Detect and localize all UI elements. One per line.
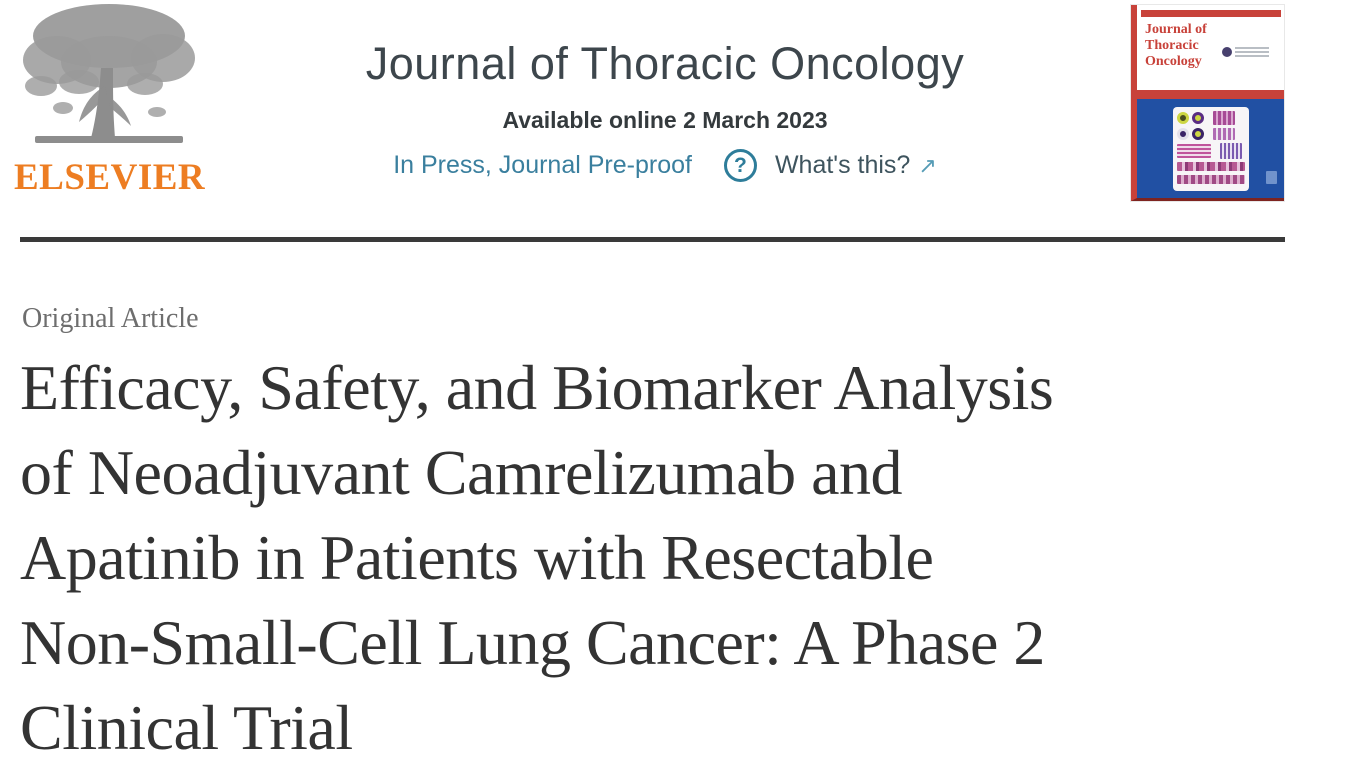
article-title-line: Clinical Trial bbox=[20, 692, 353, 760]
cover-figure-donut bbox=[1177, 112, 1189, 124]
cover-figure-donut bbox=[1192, 112, 1204, 124]
cover-figure-strip bbox=[1177, 162, 1245, 171]
cover-figure-chip bbox=[1220, 143, 1242, 159]
header-divider bbox=[20, 237, 1285, 242]
article-title-line: Non-Small-Cell Lung Cancer: A Phase 2 bbox=[20, 607, 1045, 678]
cover-figure-chip bbox=[1177, 144, 1211, 158]
publisher-logo-block: ELSEVIER bbox=[14, 2, 206, 199]
article-title: Efficacy, Safety, and Biomarker Analysis… bbox=[20, 345, 1330, 760]
elsevier-wordmark: ELSEVIER bbox=[14, 157, 206, 198]
article-title-line: Efficacy, Safety, and Biomarker Analysis bbox=[20, 352, 1054, 423]
cover-top-bar bbox=[1141, 10, 1281, 17]
whats-this-label: What's this? bbox=[774, 151, 911, 179]
available-online-date: Available online 2 March 2023 bbox=[502, 107, 828, 133]
inpress-preproof-link[interactable]: In Press, Journal Pre-proof bbox=[393, 151, 692, 179]
question-mark-circle-icon[interactable]: ? bbox=[723, 149, 757, 182]
cover-red-band bbox=[1137, 90, 1284, 99]
article-type-label: Original Article bbox=[22, 303, 199, 334]
article-title-line: Apatinib in Patients with Resectable bbox=[20, 522, 934, 593]
cover-figure-chip bbox=[1213, 128, 1235, 140]
article-title-line: of Neoadjuvant Camrelizumab and bbox=[20, 437, 902, 508]
cover-journal-title: Journal of Thoracic Oncology bbox=[1145, 22, 1207, 70]
external-link-arrow-icon: ↗ bbox=[918, 153, 937, 178]
inpress-row: In Press, Journal Pre-proof ? What's thi… bbox=[300, 149, 1030, 182]
cover-title-line: Oncology bbox=[1145, 54, 1202, 69]
cover-blue-field bbox=[1137, 99, 1284, 198]
cover-logo-glyph bbox=[1266, 171, 1277, 184]
whats-this-link[interactable]: What's this? ↗ bbox=[775, 151, 937, 180]
journal-masthead: Journal of Thoracic Oncology Available o… bbox=[300, 38, 1030, 182]
cover-figure-panel bbox=[1173, 107, 1249, 191]
journal-title: Journal of Thoracic Oncology bbox=[365, 38, 965, 89]
cover-title-line: Journal of bbox=[1145, 22, 1207, 37]
cover-figure-strip bbox=[1177, 175, 1245, 184]
cover-figure-chip bbox=[1213, 111, 1235, 125]
elsevier-tree-icon bbox=[23, 4, 195, 143]
cover-figure-donut bbox=[1192, 128, 1204, 140]
cover-title-line: Thoracic bbox=[1145, 38, 1199, 53]
society-emblem-icon bbox=[1222, 43, 1274, 61]
journal-cover-thumbnail: Journal of Thoracic Oncology bbox=[1131, 5, 1284, 201]
cover-figure-donut bbox=[1177, 128, 1189, 140]
